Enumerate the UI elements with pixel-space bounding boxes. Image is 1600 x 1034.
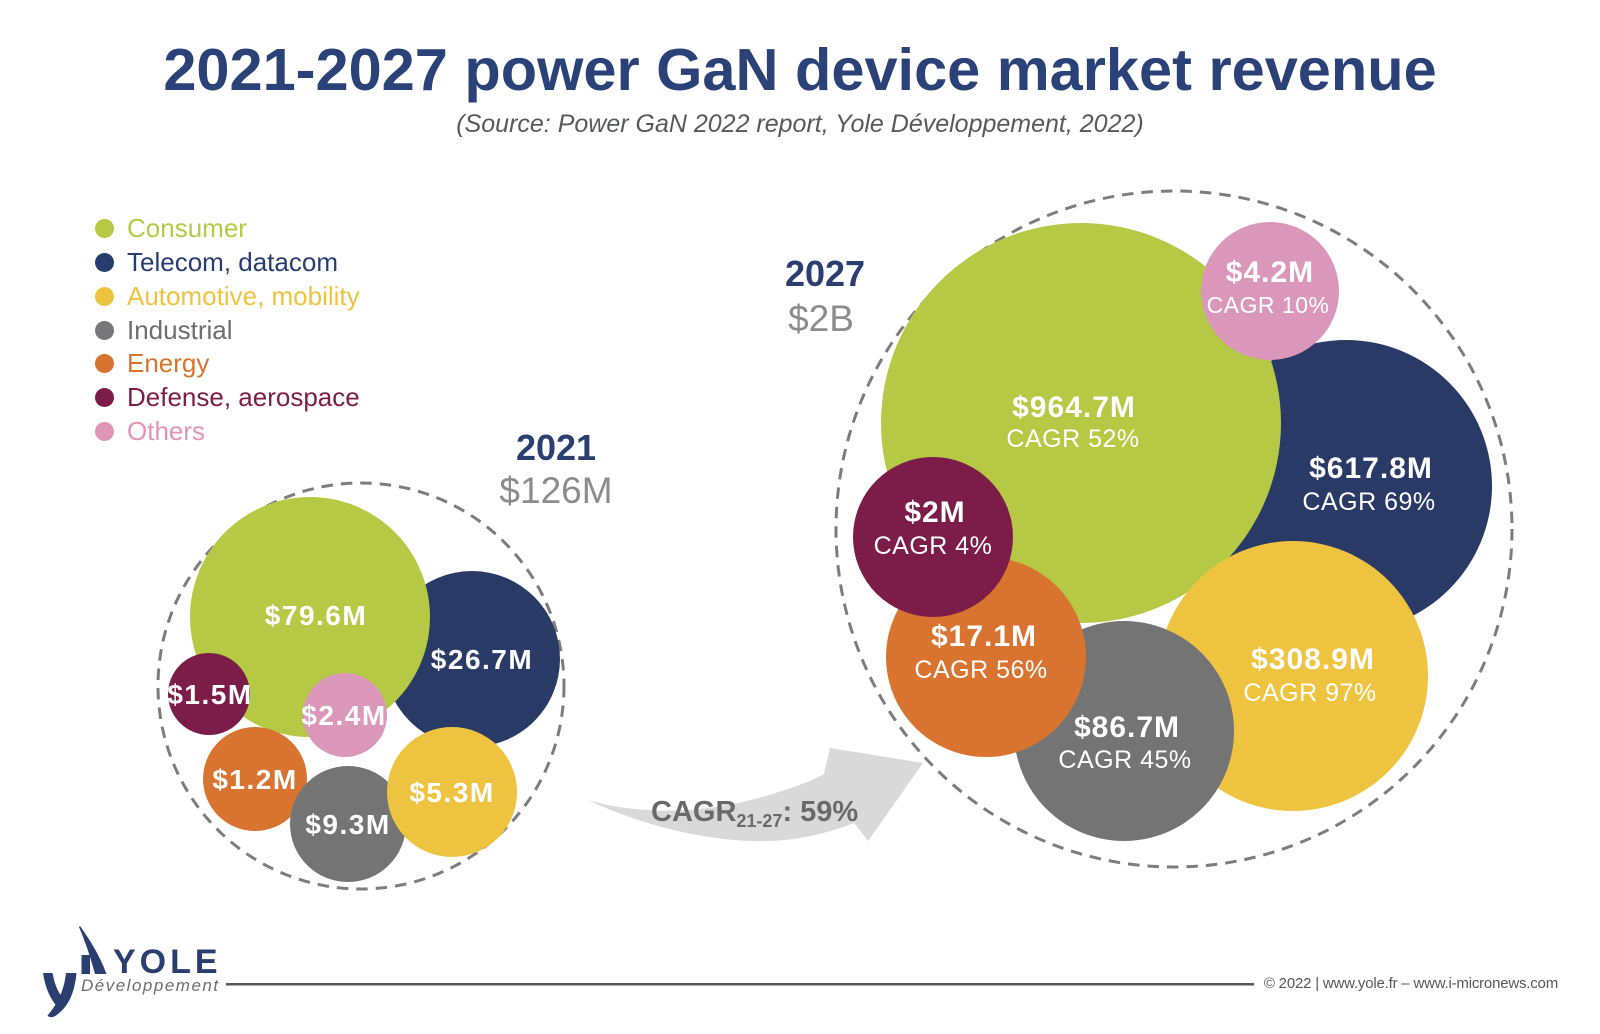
svg-text:2027: 2027 — [785, 253, 865, 294]
svg-text:2021: 2021 — [516, 427, 596, 468]
svg-text:$17.1M: $17.1M — [931, 620, 1037, 653]
svg-text:$308.9M: $308.9M — [1251, 643, 1375, 676]
svg-text:$126M: $126M — [499, 470, 612, 511]
svg-text:$86.7M: $86.7M — [1074, 711, 1180, 744]
svg-text:CAGR 10%: CAGR 10% — [1207, 292, 1330, 318]
svg-text:$1.5M: $1.5M — [167, 679, 252, 710]
svg-text:$79.6M: $79.6M — [265, 600, 367, 631]
svg-text:$9.3M: $9.3M — [305, 809, 390, 840]
svg-text:CAGR 52%: CAGR 52% — [1006, 425, 1139, 453]
svg-text:CAGR 69%: CAGR 69% — [1302, 488, 1435, 516]
svg-text:CAGR 45%: CAGR 45% — [1058, 746, 1191, 774]
svg-text:CAGR 4%: CAGR 4% — [874, 532, 993, 560]
svg-text:$1.2M: $1.2M — [212, 764, 297, 795]
svg-text:$964.7M: $964.7M — [1012, 391, 1136, 424]
svg-text:$2B: $2B — [788, 298, 854, 339]
svg-text:CAGR21-27: 59%: CAGR21-27: 59% — [651, 796, 858, 831]
svg-text:$2.4M: $2.4M — [301, 700, 386, 731]
svg-text:YOLE: YOLE — [113, 943, 222, 981]
svg-text:$4.2M: $4.2M — [1226, 256, 1314, 289]
svg-text:$617.8M: $617.8M — [1309, 452, 1433, 485]
svg-text:$26.7M: $26.7M — [431, 644, 533, 675]
svg-text:$2M: $2M — [904, 496, 965, 529]
svg-text:$5.3M: $5.3M — [409, 777, 494, 808]
svg-text:Développement: Développement — [81, 976, 220, 995]
svg-text:CAGR 56%: CAGR 56% — [914, 656, 1047, 684]
svg-text:CAGR 97%: CAGR 97% — [1243, 679, 1376, 707]
